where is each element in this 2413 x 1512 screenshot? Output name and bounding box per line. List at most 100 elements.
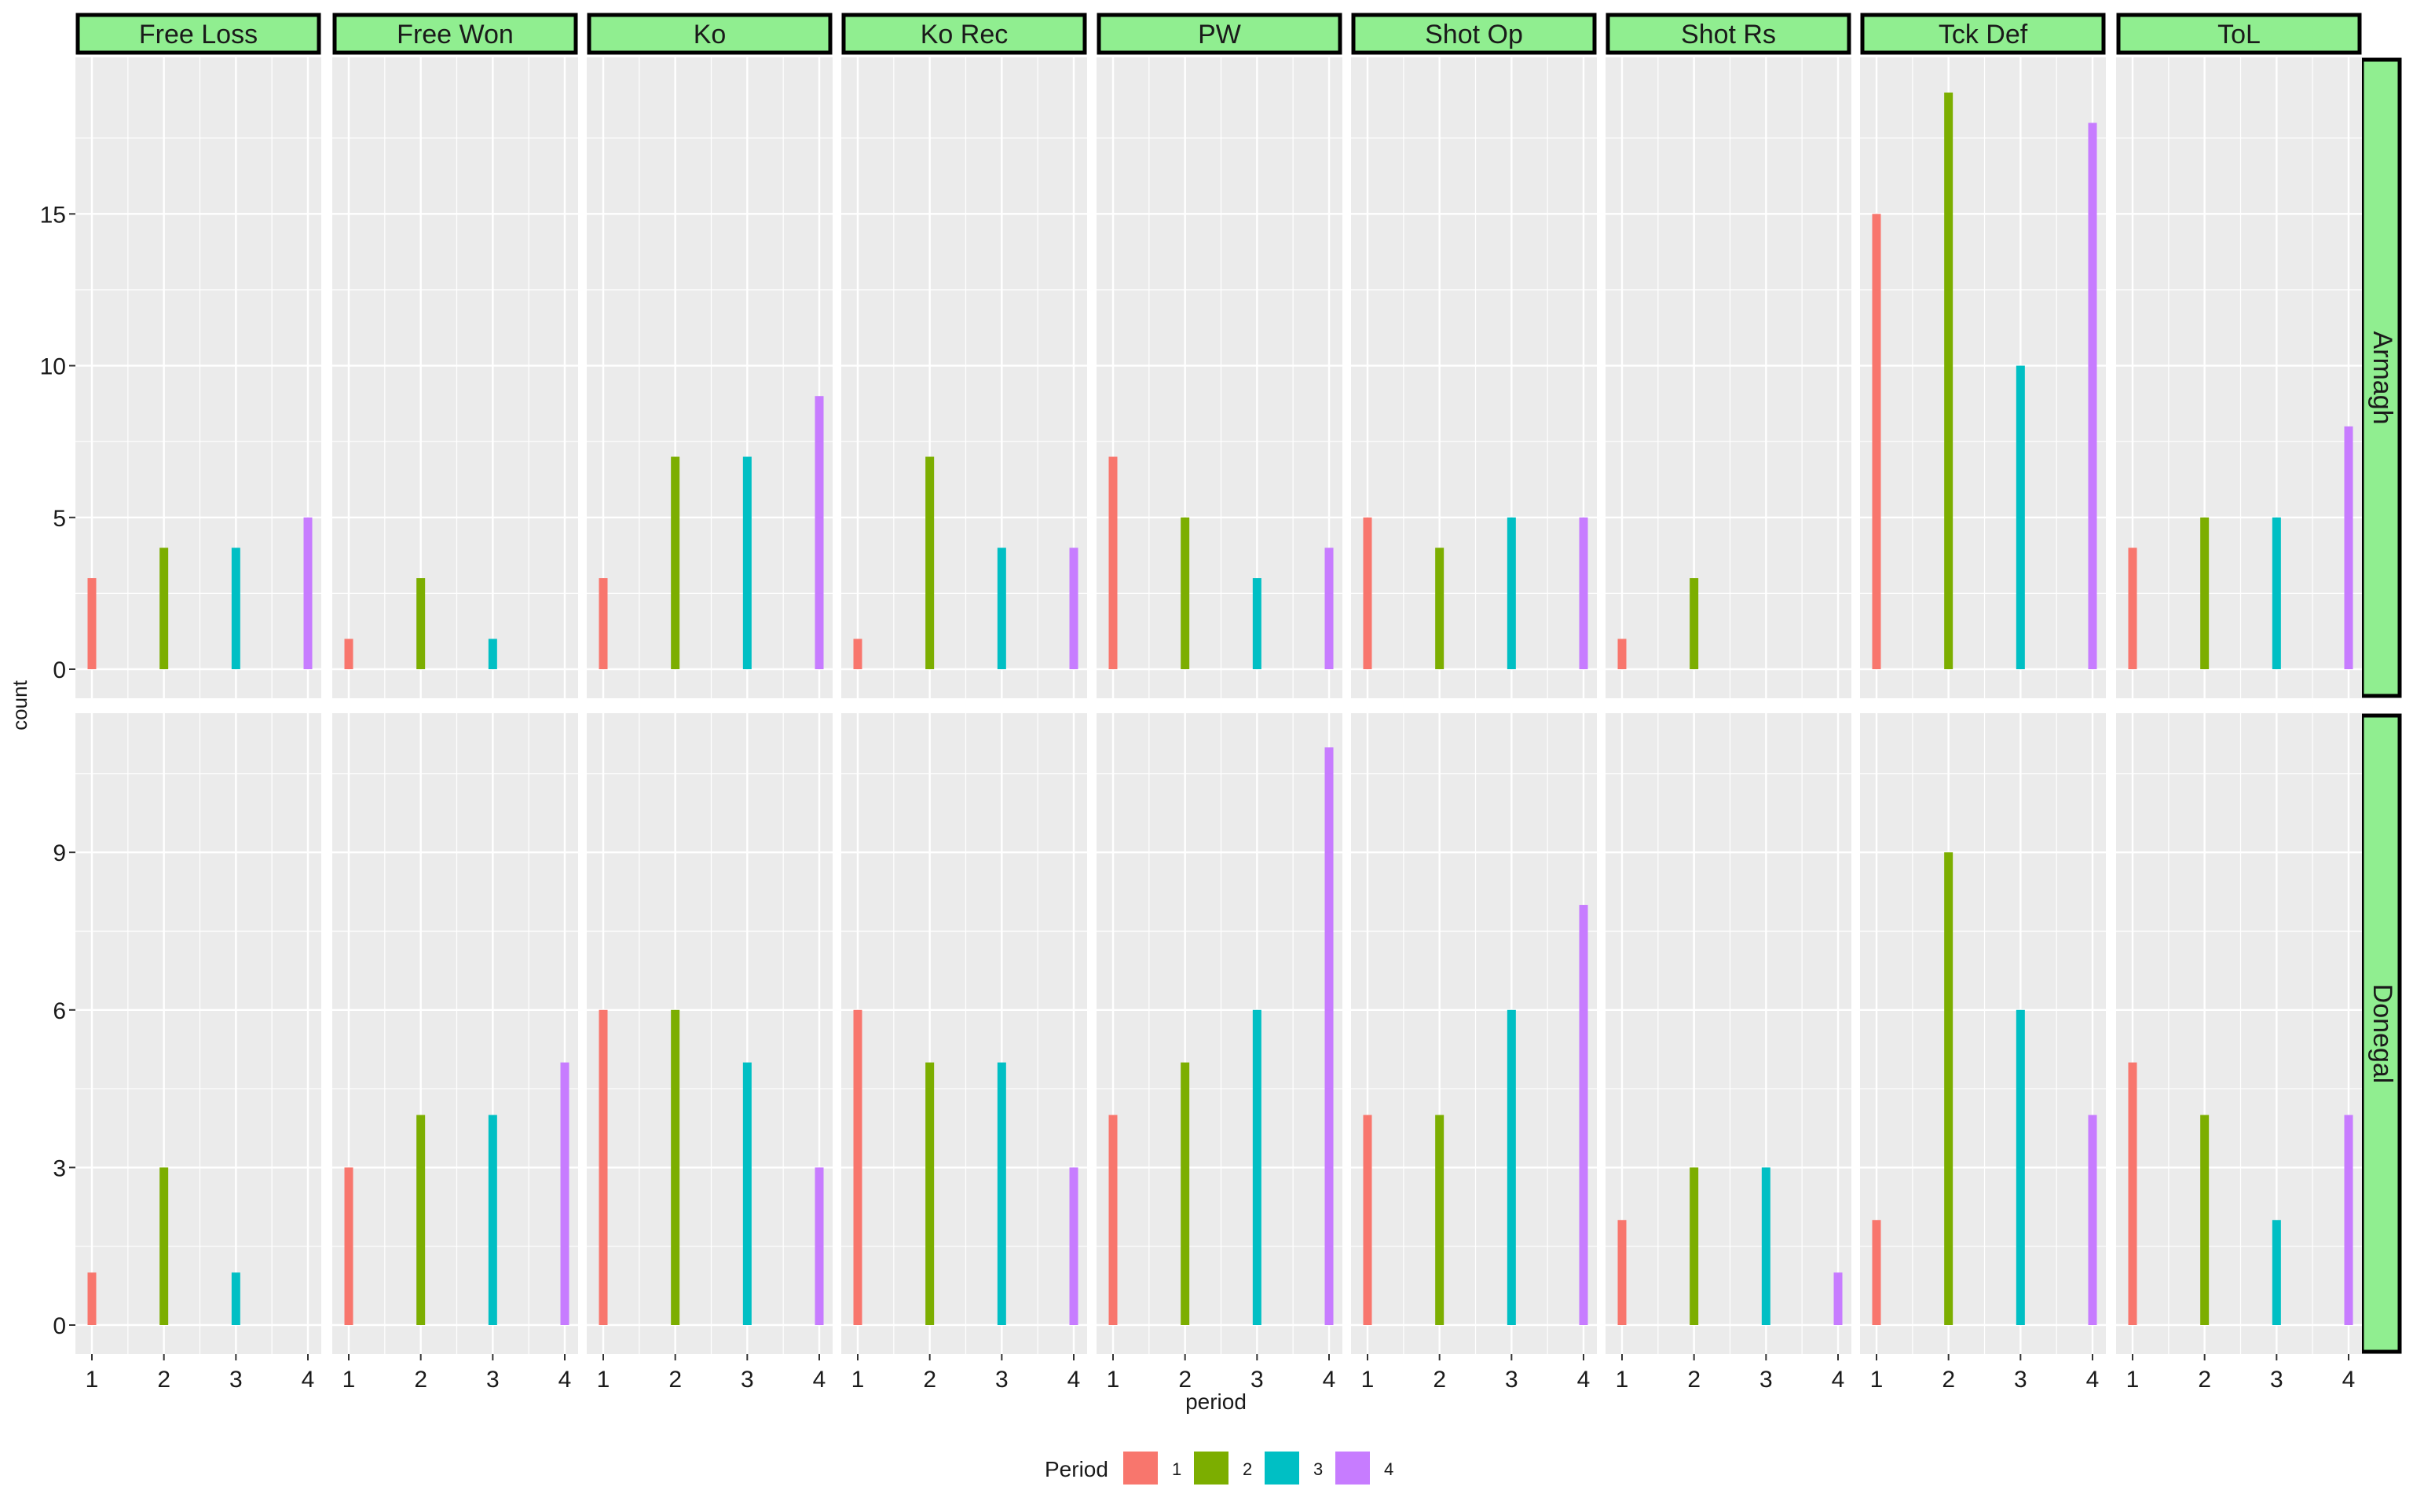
legend-label-1: 1 (1172, 1459, 1181, 1479)
legend-label-2: 2 (1243, 1459, 1252, 1479)
row-strip-label-armagh: Armagh (2367, 331, 2397, 424)
bar-donegal-pw-p1 (1108, 1115, 1118, 1325)
x-axis-title: period (1185, 1389, 1247, 1414)
panel-donegal-free-loss (75, 713, 321, 1354)
bar-armagh-ko-rec-p1 (853, 639, 862, 669)
legend-title: Period (1045, 1457, 1108, 1481)
bar-donegal-free-won-p1 (344, 1167, 353, 1325)
strip-label-ko: Ko (694, 20, 727, 49)
bar-donegal-tol-p3 (2272, 1220, 2281, 1325)
strip-label-free-loss: Free Loss (139, 20, 258, 49)
y-tick-label: 9 (53, 840, 66, 866)
bar-armagh-ko-rec-p3 (997, 547, 1006, 669)
bar-armagh-ko-p3 (742, 456, 752, 669)
bar-armagh-free-loss-p3 (231, 547, 240, 669)
bar-armagh-tol-p1 (2128, 547, 2137, 669)
bar-donegal-ko-p2 (671, 1009, 680, 1325)
bar-armagh-ko-p2 (671, 456, 680, 669)
y-tick-label: 6 (53, 998, 66, 1024)
panel-donegal-free-won (332, 713, 578, 1354)
bar-donegal-tol-p4 (2344, 1115, 2353, 1325)
x-tick-label: 4 (302, 1367, 315, 1393)
y-tick-label: 15 (40, 202, 66, 228)
bar-armagh-pw-p1 (1108, 456, 1118, 669)
x-tick-label: 4 (1067, 1367, 1081, 1393)
x-tick-label: 4 (813, 1367, 826, 1393)
strip-free-loss (75, 13, 321, 55)
x-tick-label: 3 (741, 1367, 754, 1393)
bar-armagh-pw-p2 (1181, 517, 1190, 669)
bar-armagh-tck-def-p3 (2016, 365, 2025, 669)
legend-key-2 (1194, 1452, 1228, 1485)
bar-donegal-ko-p3 (742, 1062, 752, 1325)
legend-key-3 (1265, 1452, 1299, 1485)
panel-armagh-pw (1097, 57, 1342, 698)
strip-pw (1097, 13, 1342, 55)
bar-armagh-free-won-p1 (344, 639, 353, 669)
strip-shot-op (1351, 13, 1597, 55)
x-tick-label: 4 (1832, 1367, 1845, 1393)
strip-label-free-won: Free Won (397, 20, 514, 49)
bar-donegal-ko-rec-p4 (1069, 1167, 1078, 1325)
bar-armagh-free-loss-p1 (87, 578, 97, 669)
bar-armagh-tck-def-p4 (2088, 123, 2097, 669)
x-tick-label: 3 (2270, 1367, 2283, 1393)
bar-donegal-ko-p4 (815, 1167, 824, 1325)
bar-donegal-shot-rs-p4 (1833, 1272, 1843, 1325)
panel-armagh-ko (587, 57, 833, 698)
legend-label-4: 4 (1384, 1459, 1393, 1479)
x-tick-label: 4 (558, 1367, 572, 1393)
bar-donegal-tck-def-p2 (1944, 852, 1953, 1325)
bar-donegal-ko-rec-p3 (997, 1062, 1006, 1325)
bar-donegal-tol-p1 (2128, 1062, 2137, 1325)
strip-shot-rs (1606, 13, 1851, 55)
x-tick-label: 3 (2014, 1367, 2027, 1393)
x-tick-label: 3 (1250, 1367, 1264, 1393)
panel-donegal-shot-rs (1606, 713, 1851, 1354)
bar-armagh-tol-p2 (2200, 517, 2210, 669)
panel-armagh-shot-rs (1606, 57, 1851, 698)
bar-donegal-tol-p2 (2200, 1115, 2210, 1325)
bar-donegal-pw-p3 (1252, 1009, 1261, 1325)
x-tick-label: 2 (157, 1367, 170, 1393)
y-tick-label: 5 (53, 506, 66, 532)
row-strip-label-donegal: Donegal (2367, 984, 2397, 1084)
bar-donegal-shot-op-p2 (1435, 1115, 1445, 1325)
bar-donegal-ko-p1 (599, 1009, 608, 1325)
strip-label-tck-def: Tck Def (1939, 20, 2028, 49)
x-tick-label: 1 (342, 1367, 356, 1393)
x-tick-label: 2 (1687, 1367, 1701, 1393)
strip-label-tol: ToL (2217, 20, 2261, 49)
bar-donegal-free-won-p2 (416, 1115, 426, 1325)
x-tick-label: 1 (1870, 1367, 1884, 1393)
strip-tck-def (1860, 13, 2106, 55)
y-tick-label: 0 (53, 657, 66, 683)
bar-armagh-shot-rs-p1 (1617, 639, 1627, 669)
strip-ko (587, 13, 833, 55)
panel-donegal-shot-op (1351, 713, 1597, 1354)
x-tick-label: 3 (1759, 1367, 1773, 1393)
bar-armagh-pw-p4 (1324, 547, 1334, 669)
bar-armagh-ko-p4 (815, 396, 824, 669)
panel-armagh-tck-def (1860, 57, 2106, 698)
bar-donegal-tck-def-p3 (2016, 1009, 2025, 1325)
strip-tol (2116, 13, 2362, 55)
x-tick-label: 1 (851, 1367, 865, 1393)
strip-label-ko-rec: Ko Rec (921, 20, 1009, 49)
panel-armagh-shot-op (1351, 57, 1597, 698)
bar-donegal-shot-rs-p1 (1617, 1220, 1627, 1325)
bar-donegal-free-loss-p1 (87, 1272, 97, 1325)
bar-donegal-shot-op-p1 (1363, 1115, 1372, 1325)
bar-armagh-tck-def-p2 (1944, 92, 1953, 670)
bar-armagh-ko-rec-p2 (925, 456, 935, 669)
bar-donegal-shot-op-p3 (1507, 1009, 1516, 1325)
strip-free-won (332, 13, 578, 55)
bar-armagh-free-loss-p2 (159, 547, 169, 669)
x-tick-label: 2 (414, 1367, 427, 1393)
bar-armagh-ko-rec-p4 (1069, 547, 1078, 669)
bar-armagh-free-loss-p4 (303, 517, 313, 669)
bar-donegal-tck-def-p4 (2088, 1115, 2097, 1325)
x-tick-label: 1 (1361, 1367, 1375, 1393)
